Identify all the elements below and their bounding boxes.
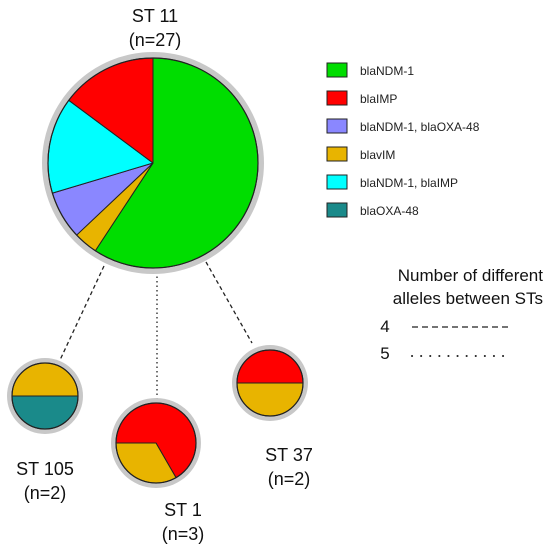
distance-key-title-line2: alleles between STs bbox=[393, 289, 543, 308]
legend-item-3: blaNDM-1, blaOXA-48 bbox=[326, 118, 480, 134]
legend-label-4: blavIM bbox=[360, 148, 395, 162]
legend: blaNDM-1 blaIMP blaNDM-1, blaOXA-48 blav… bbox=[326, 62, 480, 218]
node-st1 bbox=[111, 398, 201, 488]
legend-label-2: blaIMP bbox=[360, 92, 397, 106]
st105-outline bbox=[11, 362, 79, 430]
st37-name: ST 37 bbox=[265, 445, 313, 465]
edge-st11-st37 bbox=[205, 261, 253, 344]
st1-count: (n=3) bbox=[162, 524, 205, 544]
legend-swatch-3 bbox=[326, 118, 348, 134]
legend-item-5: blaNDM-1, blaIMP bbox=[326, 174, 458, 190]
node-st105 bbox=[7, 358, 83, 434]
distance-key-value-5: 5 bbox=[380, 344, 389, 363]
legend-label-5: blaNDM-1, blaIMP bbox=[360, 176, 458, 190]
legend-swatch-1 bbox=[326, 62, 348, 78]
st37-outline bbox=[236, 349, 304, 417]
edges bbox=[59, 261, 253, 400]
node-st11 bbox=[42, 52, 264, 274]
st11-outline bbox=[47, 57, 259, 269]
st11-count: (n=27) bbox=[129, 30, 182, 50]
st1-name: ST 1 bbox=[164, 500, 202, 520]
legend-swatch-4 bbox=[326, 146, 348, 162]
st37-count: (n=2) bbox=[268, 469, 311, 489]
st11-name: ST 11 bbox=[132, 6, 178, 26]
st105-count: (n=2) bbox=[24, 483, 67, 503]
legend-item-6: blaOXA-48 bbox=[326, 202, 419, 218]
legend-item-2: blaIMP bbox=[326, 90, 397, 106]
distance-key: Number of different alleles between STs … bbox=[380, 266, 543, 363]
legend-swatch-6 bbox=[326, 202, 348, 218]
legend-swatch-2 bbox=[326, 90, 348, 106]
edge-st11-st105 bbox=[59, 265, 105, 361]
st1-outline bbox=[115, 402, 197, 484]
node-st37 bbox=[232, 345, 308, 421]
legend-label-6: blaOXA-48 bbox=[360, 204, 419, 218]
distance-key-value-4: 4 bbox=[380, 317, 389, 336]
legend-label-3: blaNDM-1, blaOXA-48 bbox=[360, 120, 480, 134]
distance-key-title-line1: Number of different bbox=[398, 266, 543, 285]
st105-name: ST 105 bbox=[16, 459, 74, 479]
legend-item-1: blaNDM-1 bbox=[326, 62, 414, 78]
legend-label-1: blaNDM-1 bbox=[360, 64, 414, 78]
legend-item-4: blavIM bbox=[326, 146, 395, 162]
legend-swatch-5 bbox=[326, 174, 348, 190]
